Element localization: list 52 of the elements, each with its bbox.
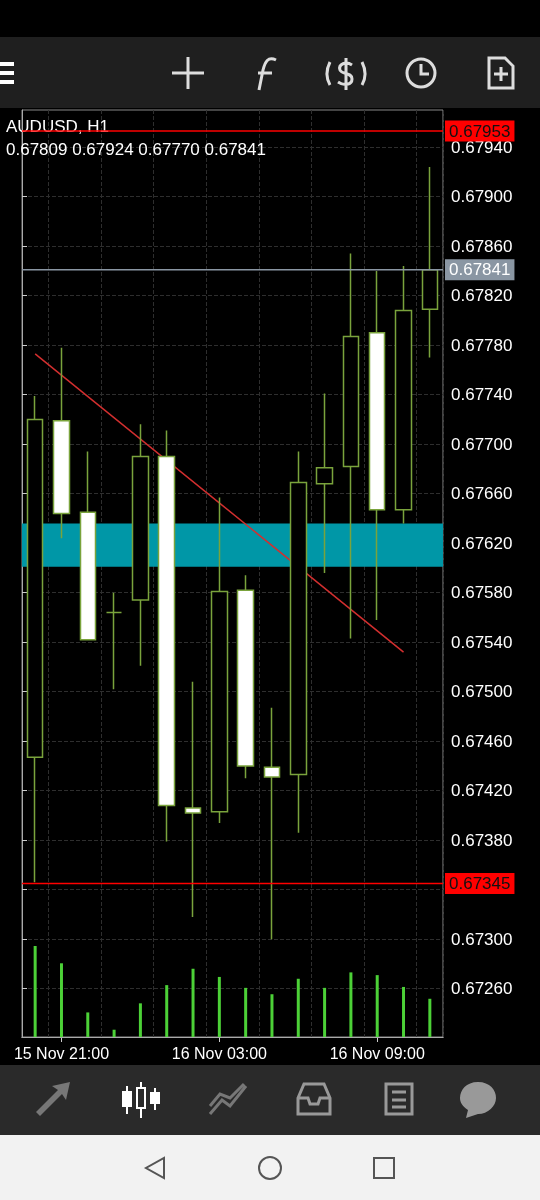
candlestick (289, 450, 308, 834)
candlestick (368, 270, 386, 621)
bar (349, 972, 353, 1037)
bar (296, 978, 300, 1037)
y-tick-label: 0.67620 (451, 533, 513, 553)
candlestick (79, 450, 97, 641)
y-tick-label: 0.67780 (451, 335, 513, 355)
candlestick (157, 429, 176, 843)
bar (86, 1012, 90, 1037)
candlestick (105, 591, 123, 690)
candlestick (131, 423, 150, 667)
y-tick-label: 0.67900 (451, 187, 513, 207)
y-tick-label: 0.67820 (451, 286, 513, 306)
candlestick (315, 392, 334, 574)
bar (59, 963, 63, 1037)
bar (165, 985, 169, 1037)
y-tick-label: 0.67380 (451, 830, 513, 850)
candlestick (236, 574, 255, 780)
bar (244, 987, 248, 1037)
bar (191, 968, 195, 1037)
y-tick-label: 0.67460 (451, 731, 513, 751)
y-tick-label: 0.67740 (451, 385, 513, 405)
bar (428, 998, 432, 1037)
y-tick-label: 0.67260 (451, 979, 513, 999)
y-tick-label: 0.67540 (451, 632, 513, 652)
bar (323, 987, 327, 1037)
ref-line-label: 0.67841 (449, 260, 511, 280)
candlestick (394, 265, 413, 525)
y-tick-label: 0.67300 (451, 929, 513, 949)
bar (138, 1003, 142, 1037)
candlestick (342, 252, 360, 640)
y-tick-label: 0.67700 (451, 434, 513, 454)
candlestick (421, 166, 439, 359)
y-tick-label: 0.67860 (451, 236, 513, 256)
bar (270, 994, 274, 1037)
bar (217, 976, 221, 1037)
bar (402, 986, 406, 1037)
ref-line-label: 0.67345 (449, 874, 511, 894)
bar (375, 975, 379, 1037)
y-tick-label: 0.67580 (451, 583, 513, 603)
y-tick-label: 0.67420 (451, 781, 513, 801)
candlestick (210, 496, 229, 824)
x-tick-label: 15 Nov 21:00 (13, 1044, 110, 1062)
candlestick (263, 707, 281, 940)
candlestick (52, 346, 71, 539)
candlestick (184, 681, 202, 918)
y-tick-label: 0.67660 (451, 484, 513, 504)
x-tick-label: 16 Nov 03:00 (171, 1044, 268, 1062)
bar (33, 946, 37, 1037)
bar (112, 1029, 116, 1037)
x-tick-label: 16 Nov 09:00 (329, 1044, 425, 1062)
y-tick-label: 0.67500 (451, 682, 513, 702)
